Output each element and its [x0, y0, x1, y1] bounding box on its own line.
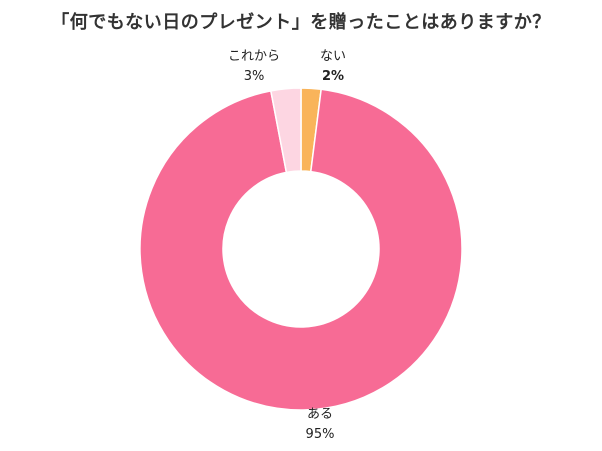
slice-value-label-0: 2%	[322, 69, 344, 84]
slice-label-1: ある	[307, 407, 333, 422]
slice-value-label-1: 95%	[306, 427, 335, 442]
slices-group	[139, 87, 463, 411]
slice-label-0: ない	[320, 49, 346, 64]
slice-1	[139, 88, 463, 411]
slice-value-label-2: 3%	[244, 69, 265, 84]
labels-group: ない 2% ある 95% これから 3%	[228, 49, 346, 442]
slice-2	[269, 87, 302, 174]
chart-title: 「何でもない日のプレゼント」を贈ったことはありますか？	[51, 12, 551, 33]
slice-label-2: これから	[228, 49, 280, 64]
